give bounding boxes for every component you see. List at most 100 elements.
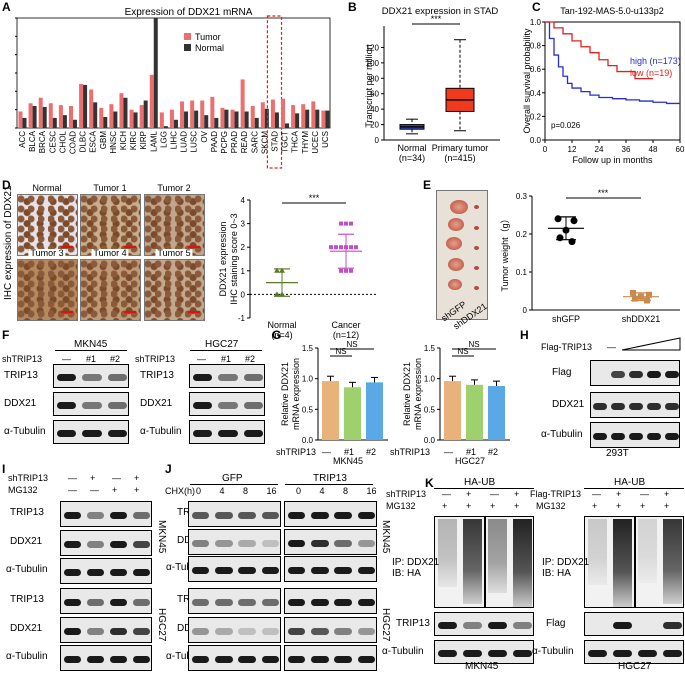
- chart-g-yticklabel: 0.0: [302, 436, 314, 445]
- chart-d-point: [329, 245, 333, 250]
- band: [63, 598, 82, 606]
- panel-letter-d: D: [2, 178, 11, 192]
- chart-d-point: [274, 267, 280, 273]
- h-protein-label: DDX21: [552, 399, 585, 410]
- chart-a-xtick: STAD: [270, 131, 279, 152]
- chart-a-bar: [325, 110, 330, 128]
- band: [215, 655, 233, 663]
- chart-d-yticklabel: 2: [241, 243, 246, 252]
- chart-b-yticklabel: 40: [370, 105, 379, 114]
- k-row-value: +: [514, 489, 520, 499]
- chart-a-bar: [291, 105, 296, 128]
- ihc-tile: [17, 259, 78, 321]
- f-blot: [53, 420, 129, 444]
- chart-a-legend-swatch: [184, 44, 191, 51]
- ihc-tile: [80, 194, 141, 256]
- j-cond-line: [190, 484, 278, 485]
- chart-a-xtick: ACC: [18, 131, 27, 148]
- chart-a-bar: [214, 117, 219, 128]
- i-row-label: MG132: [8, 485, 38, 495]
- band: [261, 655, 280, 663]
- band: [261, 511, 280, 519]
- band: [647, 432, 661, 440]
- chart-a-bar: [281, 98, 286, 128]
- band: [191, 566, 210, 574]
- chart-a-bar: [169, 109, 174, 128]
- band: [132, 568, 151, 576]
- chart-g-bar: [444, 381, 461, 440]
- chart-d-point: [349, 245, 353, 250]
- k-divider: [634, 517, 636, 607]
- chart-d-point: [339, 245, 343, 250]
- j-blot: [188, 556, 281, 582]
- chart-a-xtick: OV: [200, 130, 209, 142]
- band: [629, 402, 643, 410]
- band: [287, 627, 306, 635]
- chart-a-bar: [79, 84, 84, 128]
- chart-a-bar: [109, 104, 114, 128]
- j-blot: [284, 617, 377, 643]
- h-cell: 293T: [606, 448, 629, 459]
- chart-c-yticklabel: 1.0: [530, 18, 542, 27]
- ub-smear: [638, 519, 657, 584]
- tumor-small: [474, 246, 479, 250]
- f-lane-label: —: [62, 354, 71, 364]
- band: [215, 598, 233, 606]
- chart-e-xtick: shDDX21: [622, 314, 661, 324]
- chart-a-bar: [68, 106, 73, 128]
- panel-letter-b: B: [348, 0, 357, 14]
- f-row-label-2: shTRIP13: [135, 354, 176, 364]
- k-row-value: +: [616, 489, 622, 499]
- chart-c-series-line: [545, 21, 680, 105]
- band: [287, 598, 306, 606]
- chart-g-sig: NS: [346, 340, 357, 349]
- scale-bar: [61, 246, 73, 248]
- j-time-label: 8: [343, 486, 349, 496]
- chart-a-bar: [159, 112, 164, 128]
- band: [107, 429, 127, 437]
- band: [86, 540, 105, 548]
- i-row-value: +: [134, 473, 140, 483]
- band: [243, 429, 263, 437]
- k-ip-label: IP: DDX21: [542, 557, 590, 568]
- band: [357, 539, 376, 547]
- k-row-value: +: [616, 501, 622, 511]
- h-blot: [590, 422, 680, 448]
- chart-g-bar: [344, 387, 361, 440]
- chart-g-xlabel: MKN45: [333, 456, 363, 466]
- chart-a-legend-label: Tumor: [195, 32, 221, 42]
- band: [287, 539, 306, 547]
- ihc-tile: [144, 194, 205, 256]
- band: [311, 539, 329, 547]
- band: [82, 401, 102, 409]
- chart-a-xtick: HNSC: [109, 131, 118, 154]
- chart-c-ylabel: Overall survival probability: [522, 28, 532, 134]
- band: [357, 627, 376, 635]
- i-protein-label: DDX21: [10, 623, 43, 634]
- chart-a-bar: [190, 100, 195, 128]
- band: [287, 566, 306, 574]
- band: [665, 432, 679, 440]
- chart-c-legend-label: low (n=19): [630, 68, 672, 78]
- chart-a-xtick: TGCT: [281, 131, 290, 153]
- band: [132, 598, 151, 606]
- band: [215, 566, 233, 574]
- chart-a-bar: [123, 97, 128, 128]
- i-protein-label: DDX21: [10, 536, 43, 547]
- band: [238, 566, 256, 574]
- band: [665, 402, 679, 410]
- band: [193, 373, 213, 381]
- chart-a-bar: [103, 117, 108, 128]
- band: [109, 655, 128, 663]
- chart-a-xtick: SARC: [250, 131, 259, 153]
- band: [357, 655, 376, 663]
- chart-a-bar: [133, 112, 138, 128]
- band: [261, 566, 280, 574]
- ihc-tile: [17, 194, 78, 256]
- chart-c-xticklabel: 24: [595, 145, 604, 154]
- chart-c-yticklabel: 0.2: [530, 112, 542, 121]
- g-lane-label: —: [444, 447, 453, 457]
- band: [357, 511, 376, 519]
- band: [57, 429, 77, 437]
